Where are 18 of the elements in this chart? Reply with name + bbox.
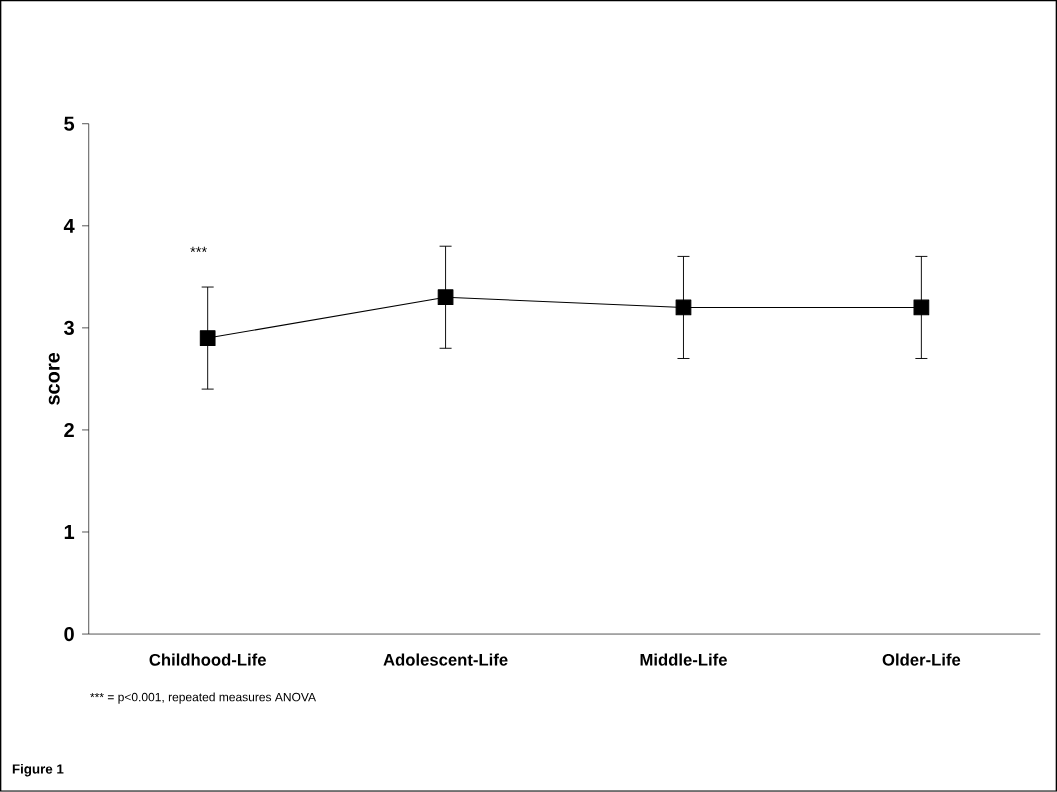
y-tick-label: 1 — [64, 525, 75, 539]
point — [437, 289, 454, 306]
text: *** = p<0.001, repeated measures ANOVA — [90, 692, 317, 704]
point — [675, 299, 692, 316]
x-tick-label: Childhood-Life — [149, 653, 266, 666]
y-axis-title: score — [48, 352, 60, 405]
point — [913, 299, 930, 316]
y-tick-label: 5 — [64, 116, 75, 131]
y-tick-label: 2 — [64, 423, 74, 437]
y-tick-label: 0 — [64, 627, 74, 642]
caption: Figure 1 — [12, 763, 64, 777]
y-tick-label: 4 — [63, 218, 75, 233]
x-tick-label: Older-Life — [882, 653, 961, 666]
annotation: *** — [190, 246, 207, 252]
x-tick-label: Middle-Life — [640, 653, 727, 666]
y-tick-label: 3 — [64, 320, 74, 336]
x-tick-label: Adolescent-Life — [383, 653, 508, 666]
point — [199, 330, 216, 347]
